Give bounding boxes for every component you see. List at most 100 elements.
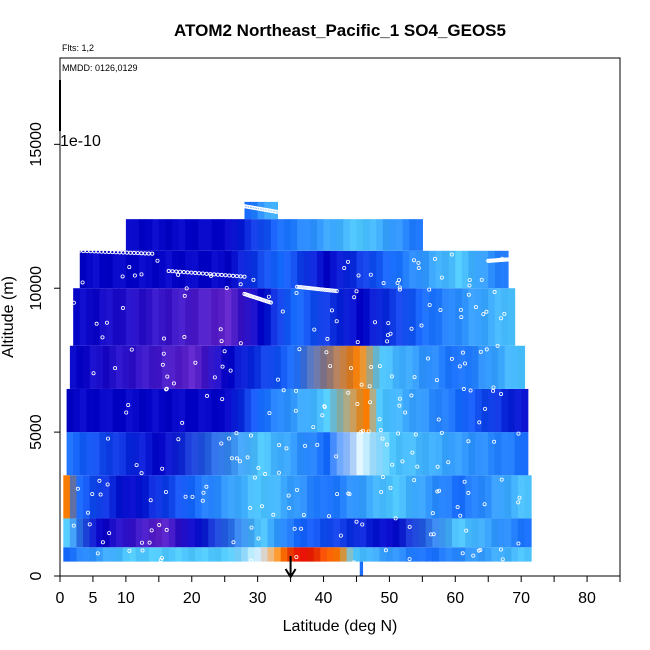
observation-point	[293, 408, 298, 413]
observation-point	[325, 336, 330, 341]
observation-point	[100, 540, 105, 545]
heat-cell	[228, 518, 236, 548]
observation-point	[312, 327, 317, 332]
heat-cell	[415, 288, 423, 346]
observation-point	[458, 513, 463, 518]
heat-cell	[145, 388, 153, 433]
observation-point	[170, 269, 175, 274]
heat-cell	[517, 518, 526, 548]
heat-cell	[89, 345, 97, 389]
heat-cell	[349, 219, 358, 251]
observation-point	[498, 547, 503, 552]
heat-cell	[234, 518, 242, 548]
heat-cell	[498, 345, 506, 389]
heat-cell	[396, 432, 404, 476]
heat-cell	[336, 288, 344, 346]
observation-point	[299, 285, 304, 290]
observation-point	[359, 430, 364, 435]
heat-cell	[204, 250, 213, 289]
heat-cell	[270, 432, 279, 476]
observation-point	[205, 393, 210, 398]
observation-point	[218, 327, 223, 332]
observation-point	[280, 309, 285, 314]
heat-cell	[448, 388, 456, 433]
heat-cell	[277, 219, 285, 251]
heat-cell	[307, 518, 315, 548]
heat-cell	[366, 475, 374, 519]
heat-cell	[494, 288, 503, 346]
heat-cell	[99, 432, 107, 476]
heat-cell	[323, 250, 331, 289]
observation-point	[303, 443, 308, 448]
observation-point	[345, 259, 350, 264]
x-tick-label: 60	[446, 590, 464, 607]
observation-point	[305, 285, 310, 290]
observation-point	[428, 532, 433, 537]
heat-cell	[478, 475, 486, 519]
observation-point	[481, 312, 486, 317]
heat-cell	[435, 250, 443, 289]
heat-cell	[284, 219, 292, 251]
x-tick-label: 20	[183, 590, 201, 607]
heat-cell	[96, 345, 104, 389]
heat-cell	[471, 345, 479, 389]
heat-cell	[208, 547, 216, 562]
observation-point	[193, 270, 198, 276]
heat-cell	[208, 518, 216, 548]
heat-cell	[389, 388, 397, 433]
heat-cell	[343, 219, 351, 251]
heat-cell	[274, 475, 282, 519]
heat-cell	[508, 388, 516, 433]
heat-cell	[412, 547, 420, 562]
observation-point	[277, 443, 282, 448]
observation-point	[346, 390, 351, 395]
heat-cell	[396, 219, 404, 251]
observation-point	[308, 286, 314, 291]
heat-cell	[287, 518, 295, 548]
observation-point	[71, 300, 76, 305]
heat-cell	[181, 547, 190, 562]
observation-point	[377, 417, 382, 422]
heat-cell	[188, 547, 196, 562]
heat-cell	[494, 388, 503, 433]
observation-point	[220, 397, 225, 402]
heat-cell	[92, 432, 101, 476]
observation-point	[124, 410, 129, 415]
y-tick-label: 10000	[28, 266, 45, 311]
observation-point	[326, 288, 331, 293]
heat-cell	[241, 475, 249, 519]
heat-cell	[386, 547, 394, 562]
observation-point	[390, 462, 395, 467]
observation-point	[397, 396, 402, 401]
heat-cell	[316, 250, 325, 289]
heat-cell	[181, 475, 190, 519]
heat-cell	[99, 250, 107, 289]
heat-cell	[158, 288, 167, 346]
heat-cell	[155, 345, 163, 389]
heat-cell	[185, 432, 193, 476]
heat-cell	[198, 250, 206, 289]
heat-cell	[471, 547, 479, 562]
heat-cell	[432, 518, 440, 548]
observation-point	[314, 286, 319, 291]
observation-point	[373, 320, 378, 325]
heat-cell	[359, 547, 367, 562]
heat-cell	[455, 250, 463, 289]
observation-point	[396, 277, 401, 282]
heat-cell	[419, 547, 427, 562]
observation-point	[231, 273, 236, 278]
heat-cell	[425, 547, 433, 562]
heat-cell	[254, 547, 262, 562]
observation-point	[473, 305, 478, 310]
heat-cell	[224, 432, 232, 476]
arrow-marker	[284, 556, 297, 579]
observation-point	[228, 368, 233, 373]
heat-cell	[330, 388, 338, 433]
heat-cell	[125, 219, 134, 251]
heat-cell	[382, 250, 391, 289]
observation-point	[455, 505, 460, 510]
heat-cell	[195, 547, 203, 562]
observation-point	[334, 454, 339, 459]
observation-point	[515, 263, 520, 268]
heat-cell	[204, 219, 213, 251]
